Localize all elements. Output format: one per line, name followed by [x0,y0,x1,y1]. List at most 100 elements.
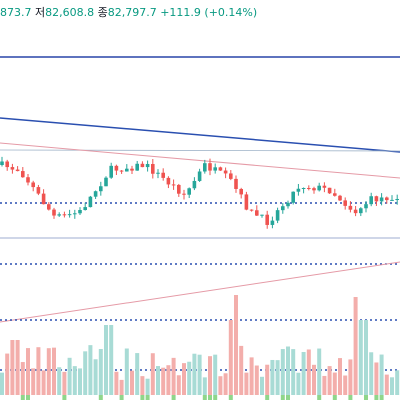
volume-bar [161,367,166,395]
volume-bar [72,366,77,395]
candle [312,188,316,191]
signal [62,395,67,400]
candle [47,204,51,210]
volume-bar [338,358,342,395]
signal [374,395,379,400]
volume-bar [124,348,129,395]
candle [156,172,160,174]
candle [78,210,82,214]
candle [275,210,280,221]
signal [364,395,368,400]
candle [26,177,30,183]
candle [182,193,186,195]
volume-bar [369,352,374,395]
volume-bar [286,346,290,395]
candle [119,170,124,172]
volume-bar [130,370,134,395]
candle [10,167,15,170]
candle [151,163,155,174]
volume-bar [166,365,171,395]
candle [52,209,56,216]
candle [296,188,301,192]
volume-bar [57,367,62,395]
volume-bar [343,375,348,395]
candle [83,207,87,211]
volume-bar [332,372,337,395]
signal [26,395,30,400]
signal [98,395,103,400]
volume-bar [358,320,363,395]
candle [171,184,176,186]
candle [41,193,46,205]
volume-bar [104,325,108,395]
volume-bar [140,376,145,395]
candle [36,187,41,194]
trend-line [0,149,400,152]
candle [88,196,93,208]
candle [327,187,332,194]
volume-bar [171,357,176,395]
volume-bar [218,376,223,395]
candle [322,185,327,188]
candle [93,191,98,197]
candle [379,197,384,202]
header-label: 저 [35,6,46,19]
candle [291,191,295,203]
header-value: 873.7 [0,6,32,19]
volume [0,295,400,400]
volume-bar [301,351,306,395]
signal [20,395,25,400]
volume-bar [145,378,150,395]
volume-bar [244,372,249,395]
candle [218,167,223,171]
candle [348,205,353,210]
volume-bar [239,345,244,395]
volume-bar [390,377,394,395]
volume-bar [187,361,192,395]
volume-bar [249,357,254,395]
candle [73,213,77,215]
candle [5,161,9,168]
signal [213,395,218,400]
header-value: +111.9 (+0.14%) [160,6,258,19]
candle [145,163,150,168]
candle [333,193,337,196]
trend-line [0,261,400,323]
candle [62,214,67,216]
volume-bar [364,320,368,395]
candle [249,209,254,211]
candle [369,196,373,205]
candle [244,194,249,210]
volume-bar [15,340,20,395]
volume-bar [182,363,186,395]
candle [286,202,290,207]
signal [228,395,233,400]
candle [67,214,72,216]
candle [125,168,129,172]
signal [202,395,207,400]
candle [177,184,181,194]
volume-bar [254,365,259,395]
signal [332,395,337,400]
candle [307,187,311,189]
candle [338,195,342,201]
volume-bar [291,349,296,395]
volume-bar [379,354,384,395]
volume-bar [202,377,207,395]
candle [239,188,243,195]
candle [213,167,217,171]
volume-bar [156,366,160,395]
candle [374,196,379,202]
volume-bar [296,372,301,395]
candle [270,220,275,225]
volume-bar [109,325,114,395]
volume-bar [0,372,4,395]
candle [130,168,134,171]
volume-bar [176,375,181,395]
volume-bar [260,376,264,395]
volume-bar [327,366,332,395]
candle [260,214,264,216]
candle [135,163,139,171]
volume-bar [41,370,46,395]
volume-bar [5,353,10,395]
